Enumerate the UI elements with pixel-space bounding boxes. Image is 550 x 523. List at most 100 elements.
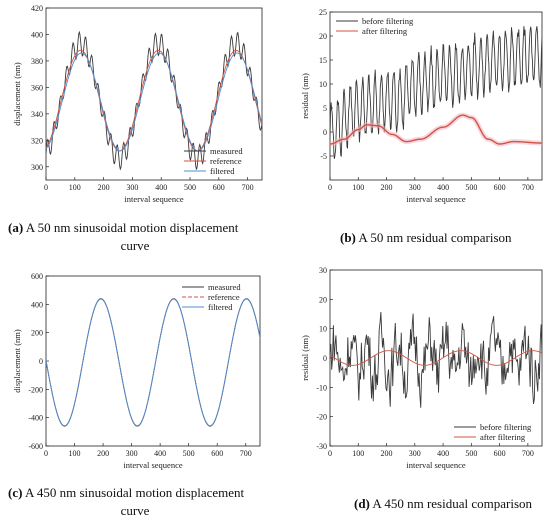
x-tick-label: 100	[69, 183, 81, 192]
series-line-after-filtering	[330, 114, 542, 145]
series-line-reference	[46, 49, 262, 152]
panel-caption-line2: curve	[121, 503, 150, 518]
x-axis-label: interval sequence	[123, 460, 182, 470]
y-tick-label: 25	[319, 8, 327, 17]
x-tick-label: 200	[381, 449, 393, 458]
chart-panel-d: 0 100 200 300 400 500 600 700 -30 -20 -10 0 10 20 30 in…	[300, 266, 543, 511]
series-group	[330, 26, 542, 159]
x-tick-label: 700	[240, 449, 252, 458]
y-tick-label: 600	[31, 272, 43, 281]
caption-text: A 50 nm sinusoidal motion displacement	[23, 220, 239, 235]
series-line-filtered	[46, 298, 260, 427]
legend-label: measured	[210, 146, 243, 156]
y-tick-label: 0	[323, 128, 327, 137]
y-axis-label: residual (nm)	[300, 73, 310, 119]
y-tick-label: 30	[319, 266, 327, 275]
y-tick-label: 5	[323, 104, 327, 113]
x-tick-label: 700	[522, 183, 534, 192]
y-tick-label: 400	[31, 30, 43, 39]
x-tick-label: 200	[381, 183, 393, 192]
x-tick-label: 500	[465, 183, 477, 192]
legend-label: before filtering	[362, 16, 414, 26]
y-tick-label: 320	[31, 136, 43, 145]
x-axis-label: interval sequence	[124, 194, 183, 204]
panel-caption: (b) A 50 nm residual comparison	[340, 230, 512, 245]
x-tick-label: 600	[494, 183, 506, 192]
series-group	[46, 298, 260, 427]
chart-panel-a: 0 100 200 300 400 500 600 700 300 320 340 360 380 400…	[8, 4, 263, 253]
legend-label: reference	[210, 156, 242, 166]
y-tick-label: -20	[316, 413, 327, 422]
y-tick-label: 10	[319, 80, 327, 89]
x-tick-label: 700	[242, 183, 254, 192]
y-tick-label: 20	[319, 295, 327, 304]
chart-panel-b: 0 100 200 300 400 500 600 700 -5 0 5 10 15 20 25 interv…	[300, 8, 543, 245]
x-tick-label: 0	[328, 449, 332, 458]
x-tick-label: 300	[126, 449, 138, 458]
x-tick-label: 0	[328, 183, 332, 192]
x-tick-label: 100	[352, 449, 364, 458]
y-tick-label: -30	[316, 442, 327, 451]
x-tick-label: 400	[155, 183, 167, 192]
caption-letter: (d)	[354, 496, 370, 511]
series-line-filtered	[46, 52, 262, 152]
x-tick-label: 600	[213, 183, 225, 192]
y-tick-label: 360	[31, 83, 43, 92]
series-line-before-filtering	[330, 26, 542, 159]
series-group	[330, 311, 542, 408]
x-tick-label: 400	[437, 449, 449, 458]
legend-label: after filtering	[362, 26, 408, 36]
panel-caption-line2: curve	[121, 238, 150, 253]
y-tick-label: 0	[39, 357, 43, 366]
caption-text: A 450 nm residual comparison	[370, 496, 533, 511]
plot-frame	[45, 7, 263, 181]
x-tick-label: 300	[409, 183, 421, 192]
caption-text: A 50 nm residual comparison	[356, 230, 512, 245]
y-tick-label: -400	[28, 414, 43, 423]
legend-label: filtered	[210, 166, 235, 176]
x-tick-label: 600	[494, 449, 506, 458]
y-tick-label: 400	[31, 300, 43, 309]
y-tick-label: 420	[31, 4, 43, 13]
panel-caption: (a) A 50 nm sinusoidal motion displaceme…	[8, 220, 239, 235]
y-tick-label: 20	[319, 32, 327, 41]
y-tick-label: 15	[319, 56, 327, 65]
x-tick-label: 0	[44, 449, 48, 458]
y-tick-label: -10	[316, 383, 327, 392]
legend-label: reference	[208, 292, 240, 302]
legend-label: before filtering	[480, 422, 532, 432]
y-tick-label: 380	[31, 57, 43, 66]
x-tick-label: 200	[98, 183, 110, 192]
x-tick-label: 500	[465, 449, 477, 458]
x-axis-label: interval sequence	[406, 460, 465, 470]
y-tick-label: 300	[31, 163, 43, 172]
caption-letter: (a)	[8, 220, 23, 235]
legend-label: measured	[208, 282, 241, 292]
x-tick-label: 0	[44, 183, 48, 192]
y-tick-label: -200	[28, 385, 43, 394]
y-tick-label: 0	[323, 354, 327, 363]
y-tick-label: -5	[320, 152, 327, 161]
y-axis-label: displacement (nm)	[12, 62, 22, 126]
y-tick-label: 200	[31, 329, 43, 338]
caption-letter: (c)	[8, 485, 22, 500]
x-axis-label: interval sequence	[406, 194, 465, 204]
x-tick-label: 300	[126, 183, 138, 192]
plot-frame	[329, 11, 543, 181]
caption-letter: (b)	[340, 230, 356, 245]
x-tick-label: 200	[97, 449, 109, 458]
chart-panel-c: 0 100 200 300 400 500 600 700 -600 -400 -200 0 200 40…	[8, 272, 261, 518]
x-tick-label: 300	[409, 449, 421, 458]
caption-text: A 450 nm sinusoidal motion displacement	[22, 485, 244, 500]
panel-caption: (d) A 450 nm residual comparison	[354, 496, 533, 511]
x-tick-label: 700	[522, 449, 534, 458]
y-tick-label: 340	[31, 110, 43, 119]
x-tick-label: 500	[184, 183, 196, 192]
panel-caption: (c) A 450 nm sinusoidal motion displacem…	[8, 485, 245, 500]
y-axis-label: residual (nm)	[300, 335, 310, 381]
series-line-measured	[46, 30, 262, 171]
series-line-before-filtering	[330, 311, 542, 408]
